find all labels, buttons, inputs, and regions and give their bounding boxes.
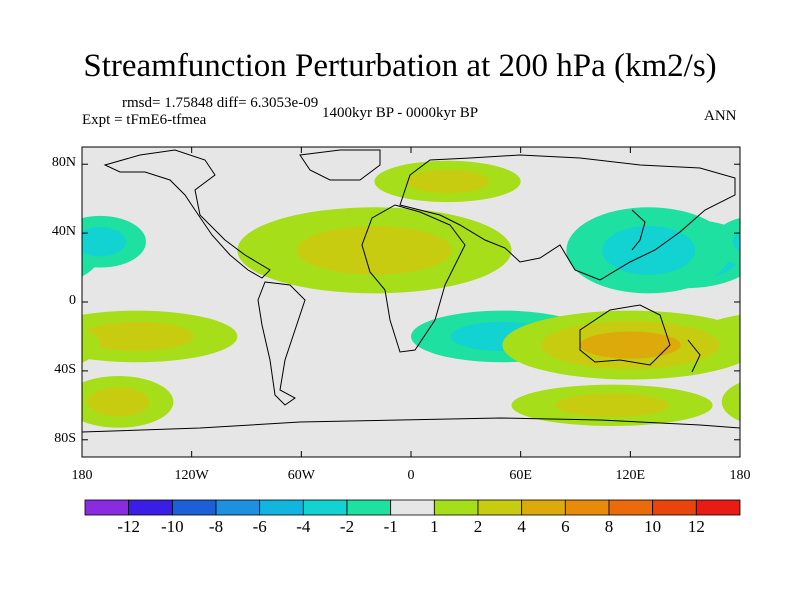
colorbar-swatch — [608, 499, 654, 516]
contour-fields — [0, 160, 800, 428]
colorbar-label: -12 — [117, 517, 140, 536]
colorbar-label: -4 — [296, 517, 311, 536]
x-tick-label: 180 — [729, 468, 751, 483]
field-europe-ridge — [374, 160, 521, 203]
colorbar-label: -10 — [160, 517, 184, 536]
colorbar-swatch — [84, 499, 130, 516]
colorbar-swatch — [302, 499, 348, 516]
colorbar-label: 8 — [604, 517, 614, 536]
colorbar-swatch — [521, 499, 566, 516]
colorbar-label: 12 — [687, 517, 705, 536]
x-tick-label: 120E — [615, 468, 646, 483]
field-north-pacific-low — [82, 215, 740, 268]
colorbar — [84, 499, 741, 516]
contour-band — [0, 394, 11, 417]
contour-band — [0, 331, 23, 358]
colorbar-swatch — [695, 499, 741, 516]
contour-band — [738, 332, 740, 341]
contour-band — [555, 393, 669, 418]
contour-band — [0, 385, 55, 426]
contour-band — [721, 382, 740, 422]
x-tick-label: 180 — [71, 468, 93, 483]
colorbar-swatch — [477, 499, 523, 516]
experiment-label: Expt = tFmE6-tfmea — [82, 112, 207, 128]
contour-band — [579, 331, 681, 359]
contour-band — [0, 226, 37, 275]
colorbar-label: 2 — [473, 517, 483, 536]
field-north-atlantic-ridge — [237, 207, 512, 294]
contour-band — [732, 231, 740, 253]
y-tick-label: 80S — [54, 430, 76, 446]
colorbar-label: 1 — [430, 517, 439, 536]
colorbar-label: 4 — [517, 517, 526, 536]
colorbar-swatch — [433, 499, 479, 516]
colorbar-label: 6 — [561, 517, 570, 536]
colorbar-swatch — [215, 499, 261, 516]
y-tick-label: 80N — [51, 155, 76, 171]
colorbar-swatch — [346, 499, 392, 516]
contour-band — [82, 327, 101, 363]
axis-ticks — [81, 147, 741, 457]
colorbar-swatch — [171, 499, 217, 516]
y-tick-label: 40S — [54, 361, 76, 377]
contour-band — [82, 321, 194, 352]
contour-band — [5, 243, 49, 264]
chart-title: Streamfunction Perturbation at 200 hPa (… — [83, 48, 717, 84]
colorbar-swatch — [259, 499, 304, 516]
period-label: 1400kyr BP - 0000kyr BP — [322, 105, 479, 121]
coastlines — [82, 149, 740, 433]
contour-band — [406, 169, 489, 194]
colorbar-label: -1 — [383, 517, 398, 536]
colorbar-swatch — [128, 499, 173, 516]
contour-band — [0, 235, 66, 272]
contour-band — [602, 225, 696, 275]
contour-band — [712, 218, 740, 266]
colorbar-label: -6 — [252, 517, 267, 536]
contour-band — [82, 227, 127, 257]
colorbar-swatch — [652, 499, 697, 516]
contour-band — [87, 387, 150, 417]
field-southern-ocean-ridge — [0, 384, 713, 427]
contour-band — [296, 225, 452, 275]
field-australia-high — [0, 310, 740, 380]
colorbar-label: -8 — [208, 517, 224, 536]
colorbar-label: -2 — [339, 517, 355, 536]
contour-band — [746, 387, 800, 416]
y-tick-label: 40N — [51, 224, 76, 240]
x-tick-label: 60E — [509, 468, 532, 483]
field-south-pacific-ridge — [82, 376, 800, 428]
colorbar-swatch — [390, 499, 435, 516]
colorbar-label: 10 — [644, 517, 662, 536]
x-tick-label: 0 — [407, 468, 415, 483]
x-tick-label: 120W — [174, 468, 209, 483]
colorbar-swatch — [564, 499, 610, 516]
stats-label: rmsd= 1.75848 diff= 6.3053e-09 — [122, 95, 319, 111]
x-tick-label: 60W — [287, 468, 315, 483]
season-label: ANN — [704, 108, 737, 124]
contour-band — [0, 207, 73, 293]
y-tick-label: 0 — [69, 293, 76, 308]
